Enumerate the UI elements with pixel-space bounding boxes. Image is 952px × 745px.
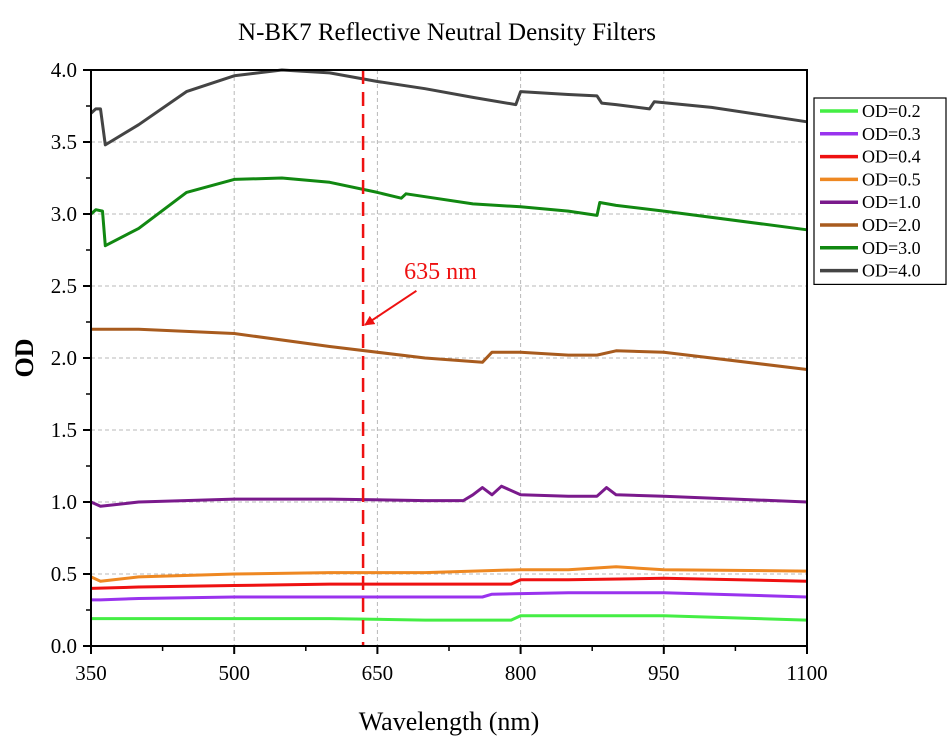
series-line bbox=[90, 484, 808, 508]
series-line bbox=[90, 565, 808, 583]
series-line bbox=[91, 591, 808, 602]
y-axis-title: OD bbox=[10, 339, 39, 378]
series-line bbox=[89, 68, 808, 147]
y-tick-label: 0.5 bbox=[51, 562, 77, 586]
y-tick-label: 2.5 bbox=[51, 274, 77, 298]
x-tick-label: 800 bbox=[505, 661, 537, 685]
series-line bbox=[91, 327, 808, 371]
y-tick-label: 1.5 bbox=[51, 418, 77, 442]
x-axis-title: Wavelength (nm) bbox=[359, 707, 540, 736]
x-tick-label: 350 bbox=[75, 661, 107, 685]
legend-label: OD=1.0 bbox=[862, 192, 921, 212]
legend-label: OD=2.0 bbox=[862, 215, 921, 235]
annotation-label: 635 nm bbox=[404, 259, 477, 285]
y-tick-label: 2.0 bbox=[51, 346, 77, 370]
legend-box bbox=[813, 97, 947, 285]
legend-label: OD=0.4 bbox=[862, 147, 921, 167]
x-tick-label: 1100 bbox=[786, 661, 827, 685]
legend-label: OD=0.3 bbox=[862, 124, 921, 144]
x-tick-label: 950 bbox=[648, 661, 680, 685]
y-tick-label: 3.0 bbox=[51, 202, 77, 226]
annotation-arrow bbox=[364, 289, 417, 326]
y-tick-label: 3.5 bbox=[51, 130, 77, 154]
legend-label: OD=3.0 bbox=[862, 238, 921, 258]
series-line bbox=[91, 614, 808, 622]
legend-label: OD=0.2 bbox=[862, 101, 921, 121]
x-tick-label: 650 bbox=[362, 661, 394, 685]
y-tick-label: 4.0 bbox=[51, 58, 77, 82]
y-tick-label: 0.0 bbox=[51, 634, 77, 658]
legend-label: OD=0.5 bbox=[862, 169, 921, 189]
legend: OD=0.2 OD=0.3 OD=0.4OD=0.5 OD=1.0 OD=2.0 OD=3… bbox=[813, 97, 947, 285]
series-lines bbox=[89, 68, 808, 622]
legend-label: OD=4.0 bbox=[862, 261, 921, 281]
annotations: 635 nm bbox=[361, 70, 477, 646]
x-tick-label: 500 bbox=[218, 661, 250, 685]
y-tick-label: 1.0 bbox=[51, 490, 77, 514]
chart-title: N-BK7 Reflective Neutral Density Filters bbox=[238, 19, 656, 46]
ticks: 350 500 650 800 950 1100 0.0 0.5 1.0 1.5 2.0 2.5 3.0… bbox=[51, 58, 828, 685]
series-line bbox=[90, 576, 808, 590]
series-line bbox=[89, 176, 808, 248]
